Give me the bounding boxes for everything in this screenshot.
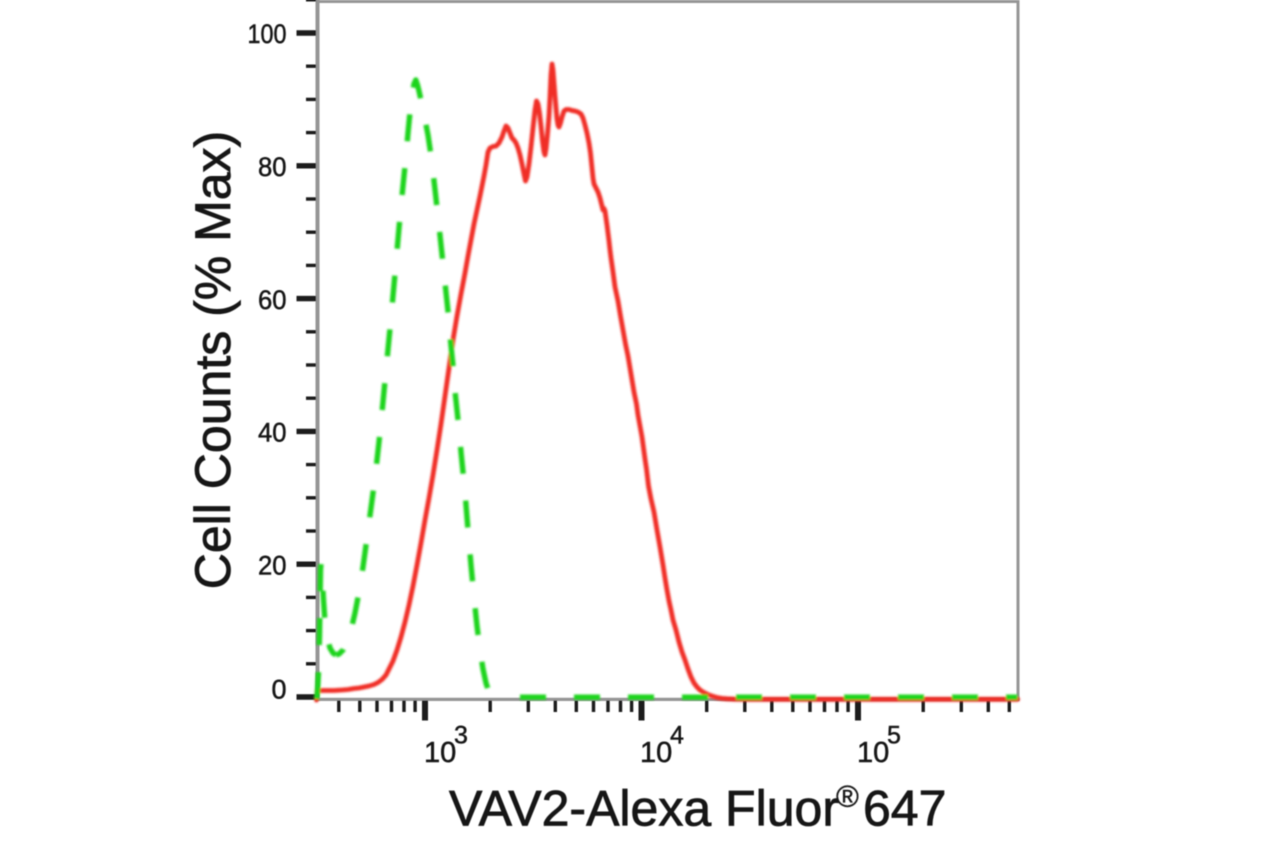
svg-text:10: 10 — [857, 737, 889, 769]
svg-text:80: 80 — [258, 152, 287, 182]
svg-text:100: 100 — [248, 19, 287, 49]
svg-text:10: 10 — [640, 737, 672, 769]
svg-text:60: 60 — [258, 285, 287, 315]
svg-text:647: 647 — [863, 781, 946, 837]
svg-text:3: 3 — [454, 722, 468, 750]
svg-text:4: 4 — [670, 722, 684, 750]
svg-text:®: ® — [836, 779, 859, 814]
svg-text:20: 20 — [258, 550, 287, 580]
svg-text:Cell Counts (% Max): Cell Counts (% Max) — [185, 131, 241, 589]
svg-text:VAV2-Alexa Fluor: VAV2-Alexa Fluor — [449, 781, 839, 837]
svg-text:0: 0 — [271, 675, 286, 705]
svg-text:5: 5 — [887, 722, 901, 750]
svg-text:40: 40 — [258, 418, 287, 448]
svg-text:10: 10 — [424, 737, 456, 769]
